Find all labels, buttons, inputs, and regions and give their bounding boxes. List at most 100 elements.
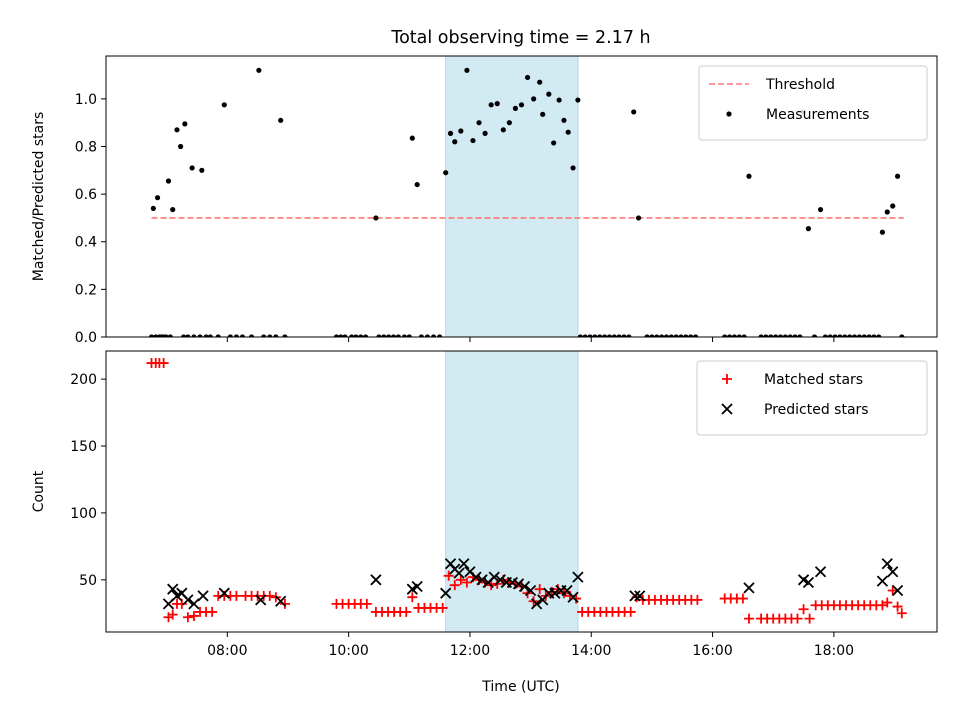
measurement-point	[282, 334, 288, 337]
predicted-star-point	[370, 574, 382, 586]
legend-box	[696, 360, 928, 436]
predicted-star-point	[494, 574, 506, 586]
measurement-point	[722, 334, 728, 337]
measurement-point	[401, 334, 408, 337]
matched-star-point	[804, 613, 815, 624]
measurement-point	[390, 334, 397, 337]
measurement-point	[577, 334, 583, 337]
predicted-star-point	[188, 598, 200, 610]
measurement-point	[582, 334, 588, 337]
legend: Matched stars Predicted stars	[696, 360, 928, 436]
measurement-point	[879, 229, 886, 235]
x-tick-label: 08:00	[207, 643, 247, 659]
predicted-star-point	[518, 580, 531, 593]
predicted-star-point	[881, 558, 893, 570]
matched-star-point	[455, 574, 466, 585]
predicted-star-point	[275, 595, 287, 607]
predicted-star-point	[634, 590, 646, 602]
measurement-point	[746, 173, 752, 179]
measurement-point	[207, 334, 213, 337]
measurement-point	[792, 334, 798, 337]
measurement-point	[267, 334, 273, 337]
measurement-point	[827, 334, 833, 337]
measurement-point	[342, 334, 348, 337]
measurement-point	[644, 334, 650, 337]
measurement-point	[758, 334, 764, 337]
matched-star-point	[182, 612, 193, 623]
predicted-star-point	[549, 587, 561, 599]
ratio-panel: 0.0 0.2 0.4 0.6 0.8 1.0 Threshold Measurements	[75, 55, 938, 346]
predicted-star-point	[512, 578, 525, 590]
x-tick-label: 10:00	[328, 643, 368, 659]
measurement-point	[678, 334, 684, 337]
measurement-point	[167, 334, 173, 337]
predicted-star-point	[488, 571, 500, 583]
measurement-point	[884, 209, 890, 215]
predicted-star-point	[814, 566, 827, 578]
measurement-point	[851, 334, 858, 337]
y-tick-label: 0.6	[75, 187, 97, 203]
y-tick-label: 100	[70, 506, 97, 522]
measurement-point	[540, 111, 546, 117]
predicted-star-point	[876, 575, 889, 587]
measurement-point	[278, 117, 284, 123]
matched-star-point	[625, 606, 636, 617]
measurement-point	[273, 334, 279, 337]
matched-star-point	[158, 358, 169, 369]
predicted-star-point	[572, 571, 584, 583]
measurement-point	[763, 334, 769, 337]
measurement-point	[551, 140, 557, 146]
measurement-point	[837, 334, 843, 337]
legend-measurement-swatch	[726, 111, 732, 117]
matched-star-point	[461, 577, 472, 588]
legend-label: Predicted stars	[764, 402, 869, 418]
measurement-point	[606, 334, 613, 337]
measurement-point	[261, 334, 267, 337]
measurement-point	[182, 121, 188, 127]
measurement-point	[531, 96, 537, 102]
chart-title: Total observing time = 2.17 h	[390, 28, 650, 48]
measurement-point	[741, 334, 747, 337]
measurement-point	[782, 334, 788, 337]
matched-star-point	[443, 570, 454, 581]
measurement-point	[174, 127, 180, 133]
measurement-point	[430, 334, 437, 337]
matched-star-point	[361, 598, 372, 609]
measurement-point	[726, 334, 733, 337]
measurement-point	[189, 165, 195, 171]
count-panel: 50 100 150 200 08:00 10:00 12:00 14:00 16:00 18:0…	[70, 350, 938, 659]
matched-star-point	[737, 593, 748, 604]
predicted-star-point	[197, 590, 209, 602]
measurement-point	[476, 120, 482, 126]
measurement-point	[668, 334, 674, 337]
measurement-point	[199, 167, 205, 173]
measurement-point	[866, 334, 872, 337]
measurement-point	[170, 206, 176, 213]
measurement-point	[333, 334, 340, 337]
measurement-point	[768, 334, 774, 337]
measurement-point	[358, 334, 364, 337]
measurement-point	[239, 334, 246, 337]
measurement-point	[165, 178, 172, 184]
measurement-point	[673, 334, 679, 337]
matched-star-point	[798, 604, 809, 615]
measurement-point	[197, 334, 203, 337]
x-tick-label: 14:00	[571, 643, 611, 659]
measurement-point	[437, 334, 443, 337]
measurement-point	[386, 334, 392, 337]
measurement-point	[482, 130, 488, 136]
predicted-star-point	[470, 571, 482, 583]
y-tick-label: 1.0	[75, 92, 97, 108]
measurement-point	[494, 101, 500, 107]
measurement-point	[154, 195, 161, 201]
predicted-star-point	[182, 594, 194, 606]
measurement-point	[363, 334, 369, 337]
measurement-point	[181, 334, 187, 337]
measurement-point	[731, 334, 738, 337]
plot-area	[148, 67, 905, 337]
measurement-point	[777, 334, 784, 337]
measurement-point	[458, 128, 464, 134]
predicted-star-point	[629, 590, 641, 602]
measurement-point	[659, 334, 665, 337]
